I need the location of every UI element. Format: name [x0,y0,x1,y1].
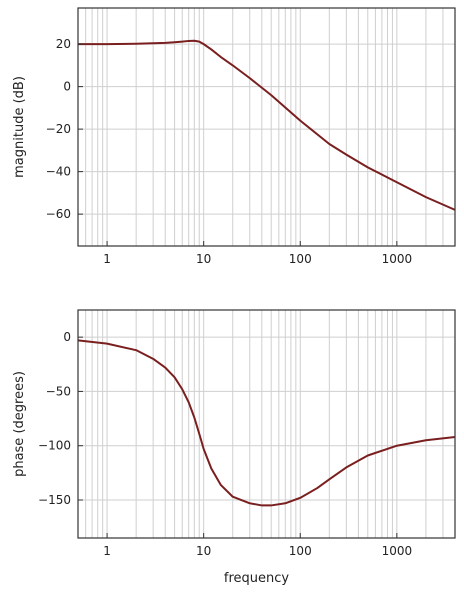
phase-y-axis-label: phase (degrees) [12,371,27,477]
phase-curve [77,339,456,507]
x-tick-label: 10 [196,252,211,266]
y-tick-label: −100 [38,439,71,453]
x-tick-label: 1 [103,544,111,558]
phase-frame [77,309,456,539]
x-tick-label: 10 [196,544,211,558]
x-tick-label: 100 [289,252,312,266]
y-tick-label: −50 [46,384,71,398]
y-tick-label: 0 [63,330,71,344]
x-tick-label: 1 [103,252,111,266]
magnitude-panel: 1 10 100 1000 20 0 −20 −40 −60 magnitude (dB) [12,7,456,266]
phase-grid [77,310,456,538]
y-tick-label: −60 [46,207,71,221]
x-tick-label: 100 [289,544,312,558]
phase-panel: 1 10 100 1000 0 −50 −100 −150 phase (degrees) fre… [12,309,456,586]
x-tick-label: 1000 [382,544,413,558]
y-tick-label: −20 [46,122,71,136]
y-tick-label: −150 [38,493,71,507]
magnitude-y-axis-label: magnitude (dB) [12,76,27,178]
phase-x-axis-label: frequency [224,571,290,586]
x-tick-label: 1000 [382,252,413,266]
magnitude-grid [77,8,456,246]
magnitude-curve [78,39,456,211]
y-tick-label: 0 [63,80,71,94]
y-tick-label: −40 [46,165,71,179]
y-tick-label: 20 [56,37,71,51]
magnitude-frame [77,7,456,247]
